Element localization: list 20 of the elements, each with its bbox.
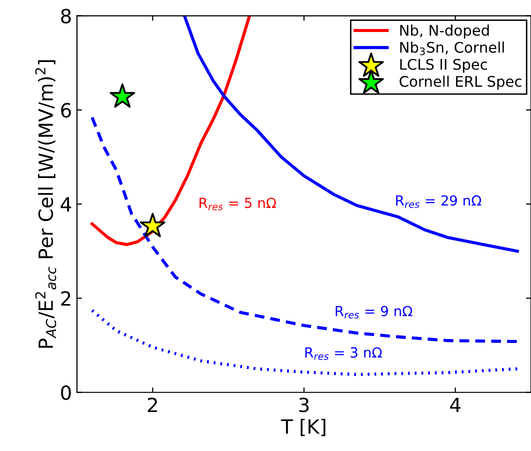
annotation: R$_{res}$ = 3 nΩ — [305, 347, 382, 360]
legend-label: Nb, N-doped — [400, 24, 489, 39]
line-series — [90, 116, 519, 344]
y-tick-label: 8 — [61, 8, 71, 24]
legend-label: LCLS II Spec — [400, 58, 487, 73]
x-tick-label: 3 — [299, 398, 309, 412]
y-axis-title: P$_{AC}$/E$^{2}$$_{acc}$ Per Cell [W/(MV/m)$^{2}$] — [35, 60, 56, 348]
y-tick-label: 6 — [61, 102, 71, 118]
legend-label: Cornell ERL Spec — [400, 76, 522, 90]
y-tick-label: 2 — [61, 291, 70, 306]
annotation: R$_{res}$ = 29 nΩ — [396, 195, 482, 208]
y-tick-label: 0 — [61, 385, 71, 400]
y-tick-label: 4 — [60, 197, 72, 212]
x-tick-label: 2 — [148, 398, 157, 412]
line-series — [90, 16, 252, 246]
annotation: R$_{res}$ = 9 nΩ — [336, 306, 412, 318]
legend-label: Nb$_{3}$Sn, Cornell — [400, 42, 504, 56]
annotation: R$_{res}$ = 5 nΩ — [200, 198, 276, 210]
x-tick-label: 4 — [450, 398, 460, 412]
x-axis-title: T [K] — [280, 418, 326, 436]
